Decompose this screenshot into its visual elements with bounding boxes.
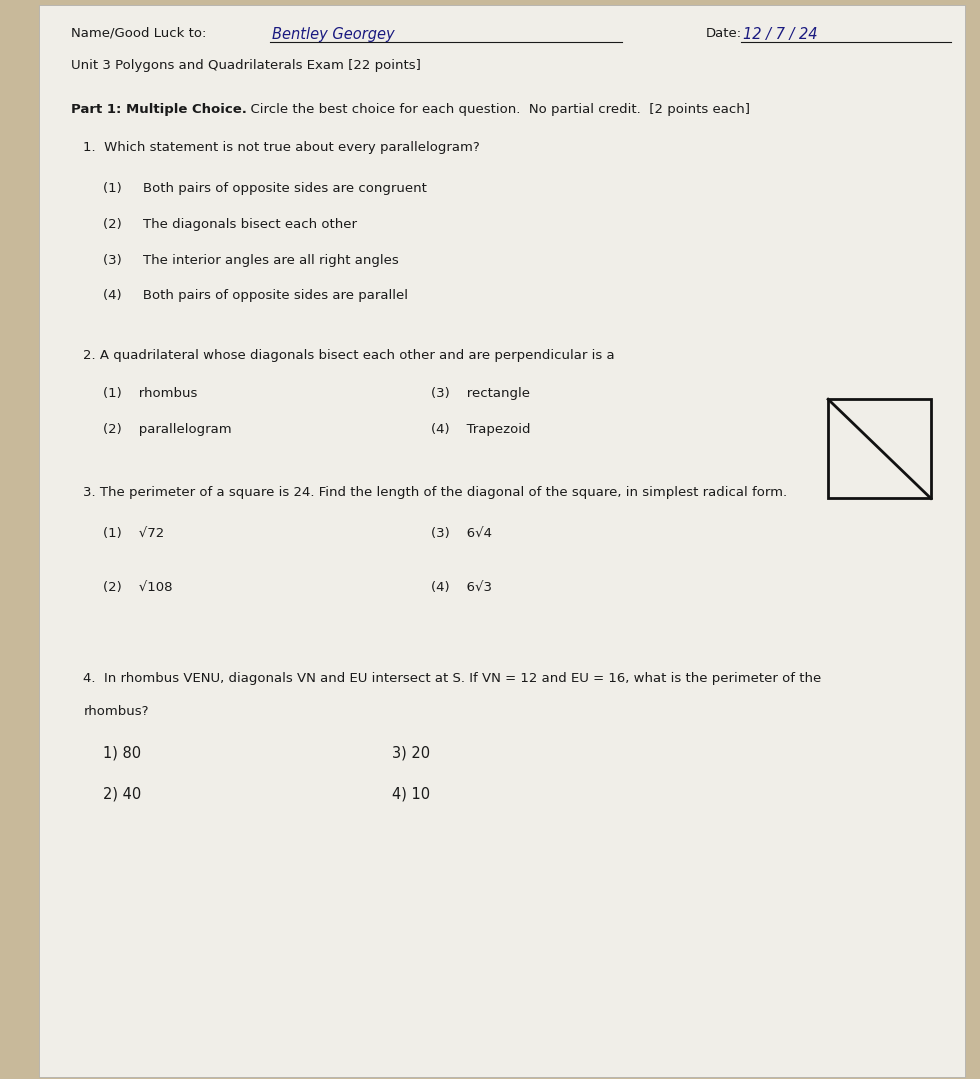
Text: Name/Good Luck to:: Name/Good Luck to: <box>71 27 206 40</box>
Text: Date:: Date: <box>706 27 742 40</box>
Text: (4)     Both pairs of opposite sides are parallel: (4) Both pairs of opposite sides are par… <box>103 289 408 302</box>
Text: (3)    rectangle: (3) rectangle <box>431 387 530 400</box>
Text: 2) 40: 2) 40 <box>103 787 141 802</box>
Text: (2)     The diagonals bisect each other: (2) The diagonals bisect each other <box>103 218 357 231</box>
Text: (1)    rhombus: (1) rhombus <box>103 387 197 400</box>
Text: (1)    √72: (1) √72 <box>103 527 164 540</box>
Text: Part 1: Multiple Choice.: Part 1: Multiple Choice. <box>71 103 246 115</box>
Text: 2. A quadrilateral whose diagonals bisect each other and are perpendicular is a: 2. A quadrilateral whose diagonals bisec… <box>83 349 614 361</box>
Text: rhombus?: rhombus? <box>83 705 149 718</box>
Text: 1) 80: 1) 80 <box>103 746 141 761</box>
Text: Unit 3 Polygons and Quadrilaterals Exam [22 points]: Unit 3 Polygons and Quadrilaterals Exam … <box>71 59 420 72</box>
Bar <box>828 399 931 498</box>
Text: 12 / 7 / 24: 12 / 7 / 24 <box>743 27 817 42</box>
Text: 4.  In rhombus VENU, diagonals VN and EU intersect at S. If VN = 12 and EU = 16,: 4. In rhombus VENU, diagonals VN and EU … <box>83 672 821 685</box>
Text: 3. The perimeter of a square is 24. Find the length of the diagonal of the squar: 3. The perimeter of a square is 24. Find… <box>83 486 787 498</box>
Text: Bentley Georgey: Bentley Georgey <box>272 27 395 42</box>
Text: Circle the best choice for each question.  No partial credit.  [2 points each]: Circle the best choice for each question… <box>242 103 750 115</box>
Text: (2)    √108: (2) √108 <box>103 581 172 593</box>
Text: (4)    6√3: (4) 6√3 <box>431 581 492 593</box>
Text: (3)    6√4: (3) 6√4 <box>431 527 492 540</box>
Text: (4)    Trapezoid: (4) Trapezoid <box>431 423 531 436</box>
Text: (3)     The interior angles are all right angles: (3) The interior angles are all right an… <box>103 254 399 267</box>
Text: 4) 10: 4) 10 <box>392 787 430 802</box>
Text: (1)     Both pairs of opposite sides are congruent: (1) Both pairs of opposite sides are con… <box>103 182 426 195</box>
Text: 3) 20: 3) 20 <box>392 746 430 761</box>
Text: (2)    parallelogram: (2) parallelogram <box>103 423 231 436</box>
Text: 1.  Which statement is not true about every parallelogram?: 1. Which statement is not true about eve… <box>83 141 480 154</box>
